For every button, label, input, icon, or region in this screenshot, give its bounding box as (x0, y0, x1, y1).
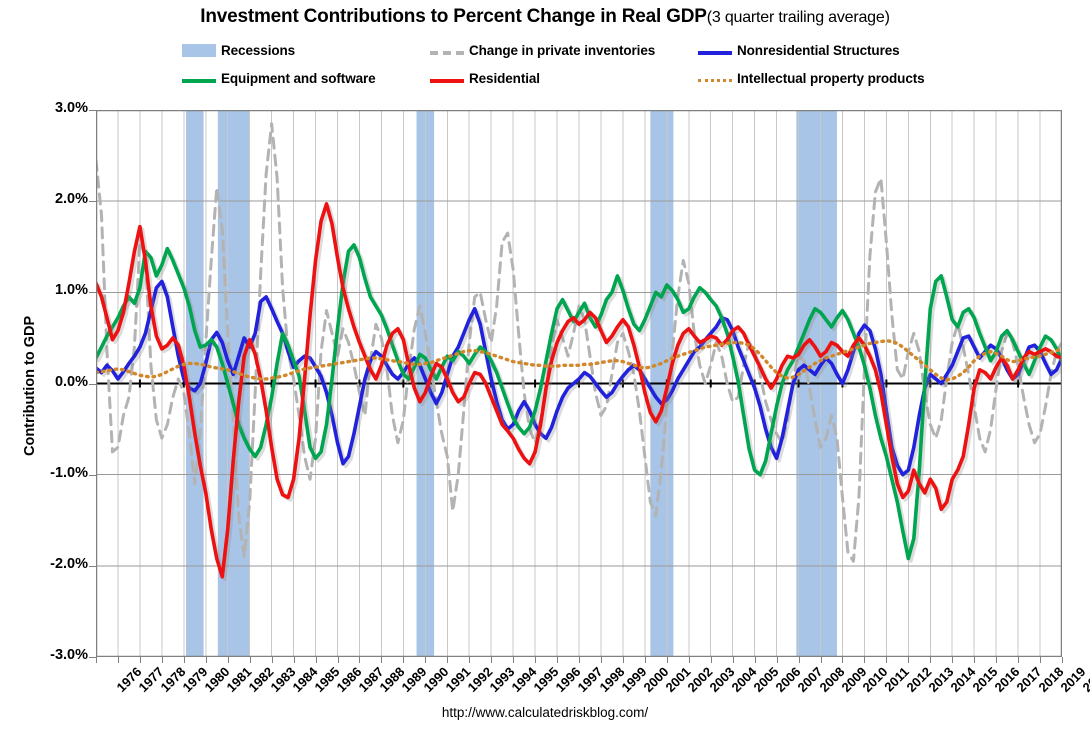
x-axis-tick-mark (359, 657, 361, 663)
series-line-equipment-and-software (96, 243, 1062, 561)
legend-swatch-icon (430, 50, 464, 55)
x-axis-tick-mark (227, 657, 229, 663)
series-line-change-in-private-inventories (96, 122, 1062, 563)
x-axis-tick-mark (205, 657, 207, 663)
x-axis-tick-mark (864, 657, 866, 663)
x-axis-tick-mark (886, 657, 888, 663)
series-line-intellectual-property-products (96, 338, 1062, 382)
legend-label: Residential (469, 70, 540, 86)
x-axis-tick-mark (293, 657, 295, 663)
y-axis-tick-mark (89, 383, 96, 385)
chart-legend: Recessions Change in private inventories N… (182, 40, 942, 92)
y-axis-tick-mark (89, 292, 96, 294)
x-axis-tick-mark (974, 657, 976, 663)
x-axis-tick-mark (447, 657, 449, 663)
legend-item-intellectual-property-products: Intellectual property products (698, 68, 925, 88)
x-axis-tick-mark (710, 657, 712, 663)
y-axis-tick-label: -2.0% (50, 555, 88, 572)
x-axis-tick-mark (820, 657, 822, 663)
x-axis-tick-mark (600, 657, 602, 663)
legend-item-equipment-and-software: Equipment and software (182, 68, 376, 88)
legend-swatch-icon (182, 43, 216, 57)
y-axis-tick-label: 0.0% (54, 373, 88, 390)
x-axis-tick-mark (666, 657, 668, 663)
legend-label: Change in private inventories (469, 42, 656, 58)
legend-swatch-icon (430, 78, 464, 83)
legend-swatch-icon (182, 78, 216, 83)
x-axis-tick-mark (557, 657, 559, 663)
x-axis-tick-mark (930, 657, 932, 663)
x-axis-tick-mark (535, 657, 537, 663)
x-axis-tick-mark (491, 657, 493, 663)
y-axis-title: Contribution to GDP (22, 315, 38, 456)
x-axis-tick-mark (469, 657, 471, 663)
y-axis-tick-label: -1.0% (50, 464, 88, 481)
chart-title: Investment Contributions to Percent Chan… (0, 6, 1090, 28)
x-axis-tick-mark (117, 657, 119, 663)
y-axis-tick-mark (89, 657, 96, 658)
x-axis-tick-mark (161, 657, 163, 663)
legend-item-recessions: Recessions (182, 40, 295, 60)
y-axis-tick-mark (89, 110, 96, 111)
legend-swatch-icon (698, 79, 732, 82)
x-axis-tick-mark (1018, 657, 1020, 663)
x-axis-tick-mark (776, 657, 778, 663)
x-axis-tick-mark (96, 657, 97, 663)
legend-item-nonresidential-structures: Nonresidential Structures (698, 40, 900, 60)
legend-label: Equipment and software (221, 70, 376, 86)
x-axis-tick-mark (908, 657, 910, 663)
chart-title-main: Investment Contributions to Percent Chan… (200, 6, 707, 27)
plot-border (96, 110, 1062, 657)
y-axis-tick-mark (89, 565, 96, 567)
y-axis-tick-label: 2.0% (54, 191, 88, 208)
x-axis-tick-mark (337, 657, 339, 663)
x-axis-tick-mark (513, 657, 515, 663)
legend-item-change-in-private-inventories: Change in private inventories (430, 40, 655, 60)
x-axis-tick-mark (403, 657, 405, 663)
x-axis-tick-mark (271, 657, 273, 663)
x-axis-tick-mark (688, 657, 690, 663)
plot-area (96, 110, 1062, 657)
y-axis-tick-mark (89, 474, 96, 476)
legend-label: Recessions (221, 42, 296, 58)
x-axis-tick-mark (842, 657, 844, 663)
x-axis-tick-mark (315, 657, 317, 663)
x-axis-tick-mark (139, 657, 141, 663)
chart-title-sub: (3 quarter trailing average) (706, 9, 890, 26)
plot-svg (96, 110, 1062, 657)
x-axis-tick-mark (996, 657, 998, 663)
legend-label: Nonresidential Structures (737, 42, 900, 58)
x-axis-tick-mark (1062, 657, 1063, 663)
x-axis-tick-mark (754, 657, 756, 663)
x-axis-tick-mark (183, 657, 185, 663)
x-axis-tick-mark (381, 657, 383, 663)
x-axis-tick-mark (249, 657, 251, 663)
x-axis-tick-mark (425, 657, 427, 663)
footer-url: http://www.calculatedriskblog.com/ (441, 705, 649, 720)
y-axis-tick-mark (89, 201, 96, 203)
x-axis-tick-mark (644, 657, 646, 663)
x-axis-tick-mark (1040, 657, 1042, 663)
x-axis-tick-mark (952, 657, 954, 663)
x-axis-tick-mark (579, 657, 580, 663)
legend-swatch-icon (698, 50, 732, 55)
x-axis-tick-mark (732, 657, 734, 663)
x-axis-tick-mark (622, 657, 624, 663)
y-axis-tick-label: 3.0% (54, 100, 88, 116)
y-axis-tick-label: 1.0% (54, 282, 88, 299)
legend-label: Intellectual property products (737, 70, 925, 86)
y-axis-tick-label: -3.0% (50, 647, 88, 663)
legend-item-residential: Residential (430, 68, 540, 88)
x-axis-tick-mark (798, 657, 800, 663)
